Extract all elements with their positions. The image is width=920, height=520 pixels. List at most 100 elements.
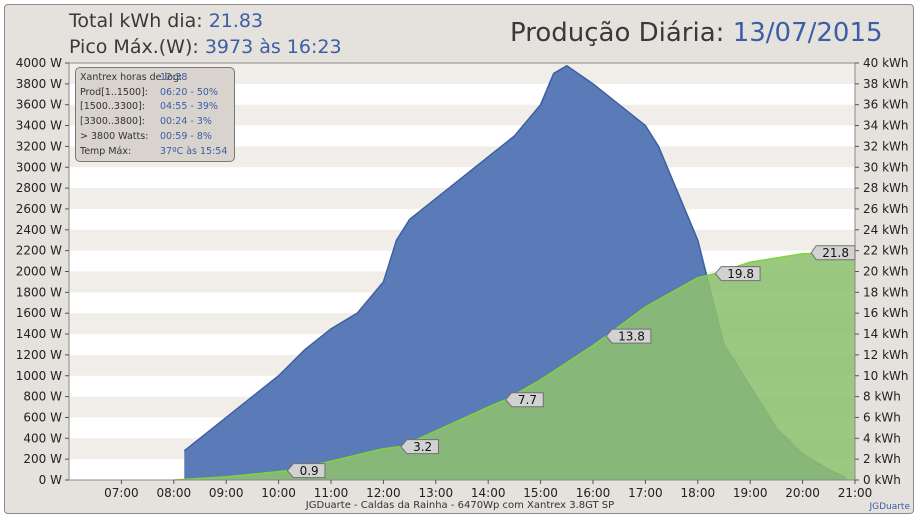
y-left-tick-label: 0 W <box>39 473 62 487</box>
y-left-tick-label: 1000 W <box>16 369 62 383</box>
x-tick-label: 08:00 <box>157 486 192 500</box>
log-summary-row: Prod[1..1500]: 06:20 - 50% <box>80 85 230 100</box>
y-left-tick-label: 3800 W <box>16 77 62 91</box>
x-tick-label: 07:00 <box>104 486 139 500</box>
grid-band <box>69 63 855 84</box>
y-right-tick-label: 4 kWh <box>863 431 901 445</box>
y-right-tick-label: 14 kWh <box>863 327 909 341</box>
y-right-tick-label: 30 kWh <box>863 160 909 174</box>
y-left-tick-label: 2000 W <box>16 265 62 279</box>
y-right-tick-label: 10 kWh <box>863 369 909 383</box>
y-left-tick-label: 2400 W <box>16 223 62 237</box>
y-right-tick-label: 0 kWh <box>863 473 901 487</box>
x-tick-label: 12:00 <box>366 486 401 500</box>
y-left-tick-label: 3000 W <box>16 160 62 174</box>
energy-annotation-label: 21.8 <box>822 246 849 260</box>
y-left-tick-label: 1600 W <box>16 306 62 320</box>
y-right-tick-label: 28 kWh <box>863 181 909 195</box>
energy-annotation-box <box>810 245 856 261</box>
log-summary-row: [1500..3300]: 04:55 - 39% <box>80 100 230 115</box>
y-right-tick-label: 16 kWh <box>863 306 909 320</box>
y-right-tick-label: 12 kWh <box>863 348 909 362</box>
energy-annotation-label: 7.7 <box>518 393 537 407</box>
y-right-tick-label: 20 kWh <box>863 265 909 279</box>
log-summary-row: [3300..3800]: 00:24 - 3% <box>80 114 230 129</box>
log-summary-row-label: Prod[1..1500]: <box>80 86 148 98</box>
log-summary-row-label: [3300..3800]: <box>80 116 146 128</box>
peak-power-stat: Pico Máx.(W): 3973 às 16:23 <box>69 36 342 58</box>
y-left-tick-label: 2600 W <box>16 202 62 216</box>
log-summary-row-value: 00:24 - 3% <box>160 116 212 128</box>
energy-annotation-label: 13.8 <box>618 329 645 343</box>
total-kwh-stat: Total kWh dia: 21.83 <box>69 10 263 32</box>
log-summary-row-label: Temp Máx: <box>80 145 132 157</box>
energy-annotation-label: 0.9 <box>300 464 319 478</box>
energy-annotation-box <box>505 392 544 408</box>
x-tick-label: 18:00 <box>681 486 716 500</box>
footer-caption: JGDuarte - Caldas da Rainha - 6470Wp com… <box>305 500 615 511</box>
y-right-tick-label: 38 kWh <box>863 77 909 91</box>
energy-annotation-box <box>400 439 439 455</box>
y-left-tick-label: 1400 W <box>16 327 62 341</box>
y-right-tick-label: 6 kWh <box>863 410 901 424</box>
energy-annotation-box <box>714 266 761 282</box>
y-right-tick-label: 24 kWh <box>863 223 909 237</box>
log-summary-row: Temp Máx: 37ºC às 15:54 <box>80 144 230 159</box>
log-summary-row-label: > 3800 Watts: <box>80 131 149 143</box>
axes: 0 W 200 W 400 W 600 W 800 W 1000 W 1200 W 1400 … <box>16 56 909 500</box>
y-right-tick-label: 26 kWh <box>863 202 909 216</box>
y-right-tick-label: 40 kWh <box>863 56 909 70</box>
total-kwh-label: Total kWh dia: <box>69 10 203 32</box>
y-right-tick-label: 36 kWh <box>863 98 909 112</box>
log-summary-row: Xantrex horas de log: 12:38 <box>80 70 230 85</box>
log-summary-row-value: 04:55 - 39% <box>160 101 218 113</box>
log-summary-row-label: [1500..3300]: <box>80 101 146 113</box>
y-right-tick-label: 22 kWh <box>863 244 909 258</box>
x-tick-label: 17:00 <box>628 486 663 500</box>
grid-band <box>69 104 855 126</box>
energy-annotations: 0.9 3.2 7.7 13.8 19.8 21.8 <box>286 245 856 479</box>
y-left-tick-label: 2800 W <box>16 181 62 195</box>
x-tick-label: 15:00 <box>523 486 558 500</box>
log-summary-row-value: 37ºC às 15:54 <box>160 145 228 157</box>
energy-annotation-label: 3.2 <box>413 440 432 454</box>
y-left-tick-label: 1800 W <box>16 285 62 299</box>
y-left-tick-label: 200 W <box>23 452 62 466</box>
y-right-tick-label: 18 kWh <box>863 285 909 299</box>
y-left-tick-label: 3400 W <box>16 119 62 133</box>
y-right-tick-label: 32 kWh <box>863 139 909 153</box>
peak-power-label: Pico Máx.(W): <box>69 36 199 58</box>
log-summary-box: Xantrex horas de log: 12:38 Prod[1..1500]:… <box>75 67 235 162</box>
energy-annotation-box <box>605 328 652 344</box>
energy-annotation-box <box>286 463 326 479</box>
log-summary-row-value: 12:38 <box>160 71 188 83</box>
y-left-tick-label: 600 W <box>23 410 62 424</box>
x-tick-label: 11:00 <box>314 486 349 500</box>
chart-title: Produção Diária: 13/07/2015 <box>510 18 883 48</box>
total-kwh-value: 21.83 <box>208 10 264 32</box>
x-tick-label: 19:00 <box>733 486 768 500</box>
y-left-tick-label: 4000 W <box>16 56 62 70</box>
log-summary-row-value: 06:20 - 50% <box>160 86 218 98</box>
x-tick-label: 10:00 <box>261 486 296 500</box>
y-right-tick-label: 8 kWh <box>863 390 901 404</box>
energy-annotation-label: 19.8 <box>727 267 754 281</box>
y-left-tick-label: 2200 W <box>16 244 62 258</box>
footer-brand: JGDuarte <box>869 502 910 512</box>
x-tick-label: 14:00 <box>471 486 506 500</box>
y-left-tick-label: 3200 W <box>16 139 62 153</box>
chart-title-date: 13/07/2015 <box>732 18 883 48</box>
x-tick-label: 21:00 <box>838 486 873 500</box>
y-right-tick-label: 34 kWh <box>863 119 909 133</box>
peak-power-value: 3973 às 16:23 <box>204 36 342 58</box>
x-tick-label: 13:00 <box>419 486 454 500</box>
y-left-tick-label: 400 W <box>23 431 62 445</box>
y-left-tick-label: 3600 W <box>16 98 62 112</box>
log-summary-row-value: 00:59 - 8% <box>160 131 212 143</box>
log-summary-row-label: Xantrex horas de log: <box>80 71 183 83</box>
chart-title-label: Produção Diária: <box>510 18 725 48</box>
y-right-tick-label: 2 kWh <box>863 452 901 466</box>
log-summary-row: > 3800 Watts: 00:59 - 8% <box>80 129 230 144</box>
x-tick-label: 09:00 <box>209 486 244 500</box>
